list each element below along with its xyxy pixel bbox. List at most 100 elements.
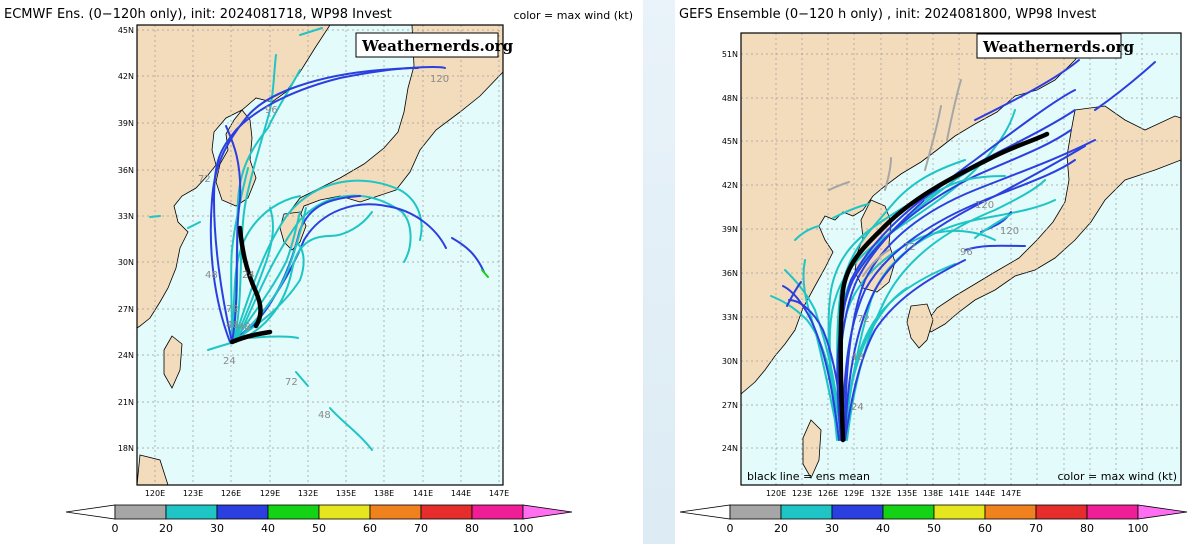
ecmwf-track <box>481 269 489 278</box>
gefs-track <box>794 225 820 241</box>
colorbar-tick: 80 <box>1080 522 1094 535</box>
ecmwf-title-bar: ECMWF Ens. (0−120h only), init: 20240817… <box>4 7 639 23</box>
colorbar-tick: 100 <box>1128 522 1149 535</box>
ecmwf-track <box>225 125 242 343</box>
ecmwf-track <box>249 335 299 339</box>
lat-label: 39N <box>118 119 134 128</box>
colorbar-tick: 70 <box>414 522 428 535</box>
ecmwf-track-label: 24 <box>223 356 236 367</box>
gefs-track <box>770 295 842 441</box>
ecmwf-land-asia <box>137 25 331 329</box>
ecmwf-map: 96 72 48 24 72 48 24 48 72 48 120 Weathe… <box>65 24 573 535</box>
gefs-track <box>832 203 870 219</box>
gefs-colorbar-ticks: 0 20 30 40 50 60 70 80 100 <box>727 522 1149 535</box>
ecmwf-track-label: 120 <box>430 74 449 85</box>
gefs-track <box>844 139 1096 441</box>
ecmwf-title: ECMWF Ens. (0−120h only), init: 20240817… <box>4 7 392 22</box>
colorbar-segment <box>318 504 371 520</box>
colorbar-tick: 20 <box>159 522 173 535</box>
lon-label: 129E <box>844 489 864 498</box>
ecmwf-land-korea <box>215 109 257 207</box>
gefs-track <box>924 175 1006 201</box>
ecmwf-track <box>239 211 373 341</box>
ecmwf-track-label: 48 <box>238 322 251 333</box>
lon-label: 147E <box>489 489 509 498</box>
lon-label: 135E <box>897 489 917 498</box>
lon-label: 132E <box>871 489 891 498</box>
colorbar-segment <box>420 504 473 520</box>
lon-label: 123E <box>792 489 812 498</box>
ecmwf-land-taiwan <box>163 335 183 389</box>
colorbar-tick: 40 <box>876 522 890 535</box>
ecmwf-track <box>187 221 201 229</box>
gefs-track <box>784 269 842 441</box>
ecmwf-land-luzon <box>137 454 169 485</box>
ecmwf-colorbar-ticks: 0 20 30 40 50 60 70 80 100 <box>112 522 534 535</box>
colorbar-end-low <box>679 504 731 520</box>
lat-label: 51N <box>722 50 738 59</box>
gefs-lon-labels: 120E 123E 126E 129E 132E 135E 138E 141E … <box>766 489 1021 498</box>
lon-label: 120E <box>766 489 786 498</box>
gefs-watermark: Weathernerds.org <box>982 38 1135 56</box>
lat-label: 33N <box>118 212 134 221</box>
lat-label: 21N <box>118 398 134 407</box>
lat-label: 42N <box>118 72 134 81</box>
lat-label: 39N <box>722 225 738 234</box>
ecmwf-track-label: 48 <box>205 270 218 281</box>
lon-label: 129E <box>260 489 280 498</box>
lon-label: 144E <box>975 489 995 498</box>
colorbar-tick: 60 <box>363 522 377 535</box>
lat-label: 48N <box>722 94 738 103</box>
gefs-title: GEFS Ensemble (0−120 h only) , init: 202… <box>679 7 1097 22</box>
colorbar-segment <box>216 504 269 520</box>
colorbar-tick: 30 <box>825 522 839 535</box>
lat-label: 30N <box>722 357 738 366</box>
lon-label: 123E <box>183 489 203 498</box>
gefs-land-japan <box>924 105 1181 333</box>
gefs-track-labels: 120 96 120 72 72 48 24 <box>851 200 1019 413</box>
ecmwf-track <box>149 215 161 218</box>
colorbar-segment <box>1035 504 1088 520</box>
lat-label: 42N <box>722 181 738 190</box>
gefs-panel: GEFS Ensemble (0−120 h only) , init: 202… <box>675 0 1197 544</box>
gefs-map-frame <box>740 32 1182 486</box>
ecmwf-lat-labels: 45N 42N 39N 36N 33N 30N 27N 24N 21N 18N <box>118 26 134 453</box>
gefs-watermark-box <box>976 33 1122 59</box>
colorbar-end-high <box>522 504 573 520</box>
colorbar-tick: 30 <box>210 522 224 535</box>
gefs-track <box>1094 61 1156 111</box>
ecmwf-track <box>209 65 446 343</box>
colorbar-tick: 80 <box>465 522 479 535</box>
ecmwf-map-frame <box>136 24 504 486</box>
lat-label: 36N <box>118 166 134 175</box>
colorbar-end-low <box>65 504 116 520</box>
colorbar-tick: 60 <box>978 522 992 535</box>
ecmwf-color-label: color = max wind (kt) <box>513 9 633 22</box>
ecmwf-track <box>231 243 305 343</box>
lon-label: 126E <box>818 489 838 498</box>
ecmwf-track <box>233 207 274 343</box>
colorbar-end-high <box>1137 504 1188 520</box>
gefs-note-mean: black line = ens mean <box>747 470 870 483</box>
gefs-track <box>974 59 1080 121</box>
colorbar-segment <box>984 504 1037 520</box>
ecmwf-track <box>230 167 249 343</box>
lon-label: 120E <box>145 489 165 498</box>
gefs-title-bar: GEFS Ensemble (0−120 h only) , init: 202… <box>679 7 1193 23</box>
gefs-track-label: 48 <box>851 352 864 363</box>
ecmwf-track <box>235 207 307 343</box>
ecmwf-track-labels: 96 72 48 24 72 48 24 48 72 48 120 <box>198 74 449 421</box>
gefs-track <box>964 244 1026 251</box>
gefs-land-taiwan <box>802 419 822 479</box>
ecmwf-track-label: 96 <box>265 105 278 116</box>
gefs-track-label: 120 <box>1000 226 1019 237</box>
lon-label: 147E <box>1001 489 1021 498</box>
lat-label: 24N <box>118 351 134 360</box>
gefs-track <box>924 105 942 171</box>
colorbar-segment <box>369 504 422 520</box>
gefs-note-color: color = max wind (kt) <box>1057 470 1177 483</box>
colorbar-segment <box>780 504 833 520</box>
colorbar-segment <box>729 504 782 520</box>
lon-label: 138E <box>923 489 943 498</box>
ecmwf-track-label: 72 <box>226 304 239 315</box>
